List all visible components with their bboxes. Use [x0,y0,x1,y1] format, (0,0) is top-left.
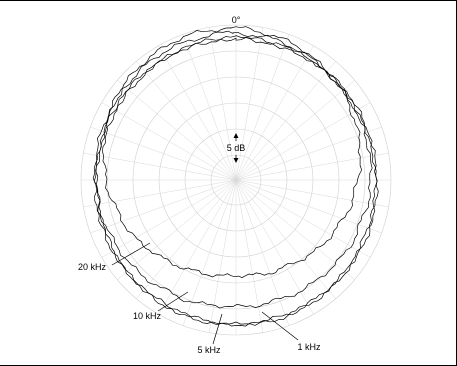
series-label-1-khz: 1 kHz [297,342,321,352]
grid-spoke [136,179,237,299]
grid-spoke [235,126,382,181]
scale-arrowhead-up [233,133,239,138]
grid-spoke [235,179,382,234]
grid-spoke [235,179,336,299]
series-label-5-khz: 5 kHz [197,345,221,355]
grid-spoke [182,34,237,181]
scale-arrowhead-down [233,158,239,163]
trace-10-khz [92,30,373,309]
grid-spoke [117,80,237,181]
grid-spoke [235,102,371,181]
grid-spoke [235,27,264,181]
grid-spoke [235,179,389,208]
grid-spoke [235,61,336,181]
grid-spoke [83,179,237,208]
series-label-10-khz: 10 kHz [133,311,162,321]
series-callouts: 1 kHz 5 kHz 10 kHz 20 kHz [78,242,321,355]
grid-spoke [208,27,237,181]
grid-spoke [235,152,389,181]
trace-1-khz [93,35,378,326]
grid-spoke [90,126,237,181]
grid-spoke [235,179,371,258]
trace-20-khz [102,26,363,278]
series-label-20-khz: 20 kHz [78,262,107,272]
polar-labels: 0° 5 dB [227,15,246,153]
grid-spoke [158,179,237,315]
scale-label: 5 dB [227,143,246,153]
grid-spoke [235,34,290,181]
grid-spoke [136,61,237,181]
grid-spoke [235,179,355,280]
grid-spoke [235,179,264,333]
callout-line-10-khz [157,291,189,312]
grid-spoke [117,179,237,280]
grid-spoke [101,179,237,258]
grid-spoke [90,179,237,234]
polar-grid [80,24,392,336]
angle-label-0: 0° [232,15,241,25]
grid-spoke [101,102,237,181]
grid-spoke [235,45,314,181]
callout-line-20-khz [111,242,151,266]
grid-spoke [158,45,237,181]
trace-5-khz [94,37,379,327]
callout-line-1-khz [261,311,299,341]
grid-spoke [83,152,237,181]
callout-line-5-khz [212,313,223,345]
grid-spoke [182,179,237,326]
grid-spoke [235,179,290,326]
grid-spoke [235,80,355,181]
polar-traces [92,26,379,327]
grid-spoke [208,179,237,333]
